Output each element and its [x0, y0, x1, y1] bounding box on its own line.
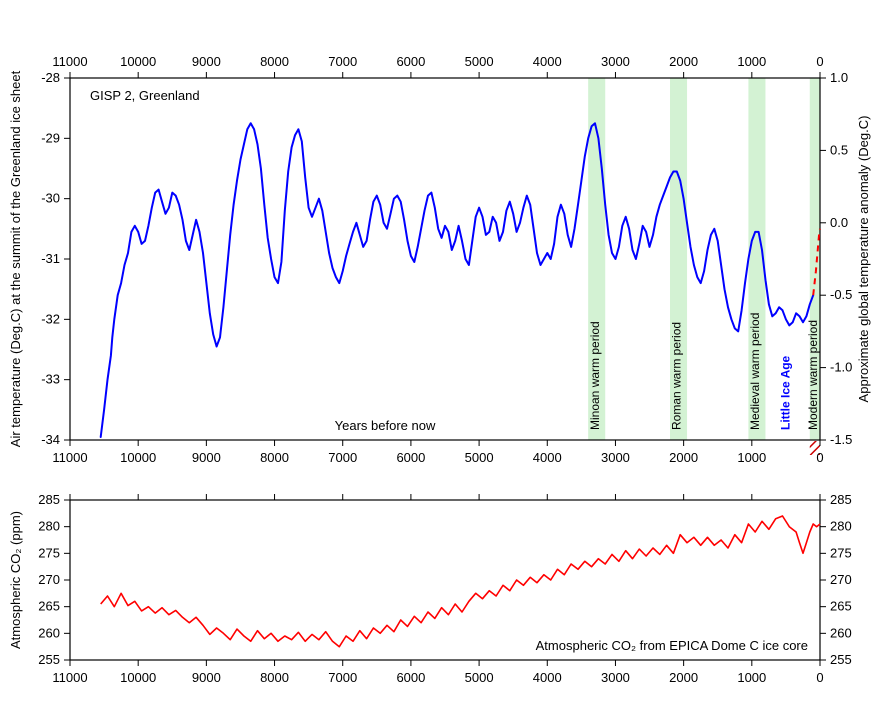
x-tick-label: 8000	[260, 450, 289, 465]
x-tick-label: 9000	[192, 450, 221, 465]
y-left-tick-label: 270	[38, 572, 60, 587]
top-chart-title: GISP 2, Greenland	[90, 88, 200, 103]
y-right-tick-label: 0.0	[830, 215, 848, 230]
x-tick-label: 10000	[120, 54, 156, 69]
y-left-tick-label: -29	[41, 130, 60, 145]
y-left-top-axis-label: Air temperature (Deg.C) at the summit of…	[8, 70, 23, 447]
modern-label: Modern warm period	[806, 320, 820, 430]
x-tick-label: 10000	[120, 450, 156, 465]
y-right-tick-label: 285	[830, 492, 852, 507]
y-right-tick-label: 0.5	[830, 142, 848, 157]
x-tick-label: 2000	[669, 54, 698, 69]
x-tick-label: 8000	[260, 670, 289, 685]
y-left-tick-label: 275	[38, 545, 60, 560]
x-tick-label: 1000	[737, 54, 766, 69]
gisp2-temperature-line	[101, 123, 814, 437]
x-tick-label: 2000	[669, 450, 698, 465]
x-tick-label: 8000	[260, 54, 289, 69]
x-tick-label: 3000	[601, 670, 630, 685]
x-tick-label: 3000	[601, 450, 630, 465]
y-left-bottom-axis-label: Atmospheric CO₂ (ppm)	[8, 511, 23, 649]
x-tick-label: 0	[816, 54, 823, 69]
y-right-tick-label: -0.5	[830, 287, 852, 302]
figure-container: { "figure": { "width": 880, "height": 71…	[0, 0, 880, 719]
y-right-tick-label: -1.0	[830, 360, 852, 375]
little_ice_age-label: Little Ice Age	[778, 355, 792, 430]
x-tick-label: 9000	[192, 54, 221, 69]
y-left-tick-label: 280	[38, 519, 60, 534]
x-tick-label: 5000	[465, 54, 494, 69]
y-right-tick-label: 270	[830, 572, 852, 587]
y-right-tick-label: 1.0	[830, 70, 848, 85]
x-tick-label: 7000	[328, 450, 357, 465]
x-tick-label: 11000	[52, 670, 87, 685]
x-tick-label: 1000	[737, 670, 766, 685]
y-left-tick-label: -32	[41, 311, 60, 326]
medieval-label: Medieval warm period	[748, 313, 762, 430]
x-tick-label: 6000	[396, 450, 425, 465]
x-tick-label: 6000	[396, 670, 425, 685]
y-right-tick-label: -1.5	[830, 432, 852, 447]
x-tick-label: 10000	[120, 670, 156, 685]
y-right-tick-label: 265	[830, 599, 852, 614]
y-right-tick-label: 280	[830, 519, 852, 534]
epica-co2-line	[101, 516, 820, 647]
y-left-tick-label: 285	[38, 492, 60, 507]
top-chart-x-caption: Years before now	[335, 418, 436, 433]
y-left-tick-label: -33	[41, 372, 60, 387]
y-right-top-axis-label: Approximate global temperature anomaly (…	[856, 116, 871, 403]
y-left-tick-label: -34	[41, 432, 60, 447]
x-tick-label: 0	[816, 670, 823, 685]
x-tick-label: 2000	[669, 670, 698, 685]
x-tick-label: 6000	[396, 54, 425, 69]
y-left-tick-label: 255	[38, 652, 60, 667]
x-tick-label: 4000	[533, 54, 562, 69]
x-tick-label: 5000	[465, 670, 494, 685]
x-tick-label: 5000	[465, 450, 494, 465]
y-left-tick-label: -28	[41, 70, 60, 85]
x-tick-label: 9000	[192, 670, 221, 685]
x-tick-label: 1000	[737, 450, 766, 465]
x-tick-label: 11000	[52, 450, 87, 465]
roman-label: Roman warm period	[670, 322, 684, 430]
y-left-tick-label: 265	[38, 599, 60, 614]
y-right-tick-label: 260	[830, 625, 852, 640]
y-left-tick-label: 260	[38, 625, 60, 640]
minoan-label: Minoan warm period	[588, 321, 602, 430]
ice-core-chart: 1100010000900080007000600050004000300020…	[0, 0, 880, 719]
bottom-chart-caption: Atmospheric CO₂ from EPICA Dome C ice co…	[536, 638, 808, 653]
x-tick-label: 4000	[533, 450, 562, 465]
x-tick-label: 11000	[52, 54, 87, 69]
x-tick-label: 3000	[601, 54, 630, 69]
y-left-tick-label: -31	[41, 251, 60, 266]
x-tick-label: 4000	[533, 670, 562, 685]
y-right-tick-label: 255	[830, 652, 852, 667]
x-tick-label: 7000	[328, 670, 357, 685]
y-right-tick-label: 275	[830, 545, 852, 560]
x-tick-label: 0	[816, 450, 823, 465]
x-tick-label: 7000	[328, 54, 357, 69]
y-left-tick-label: -30	[41, 191, 60, 206]
